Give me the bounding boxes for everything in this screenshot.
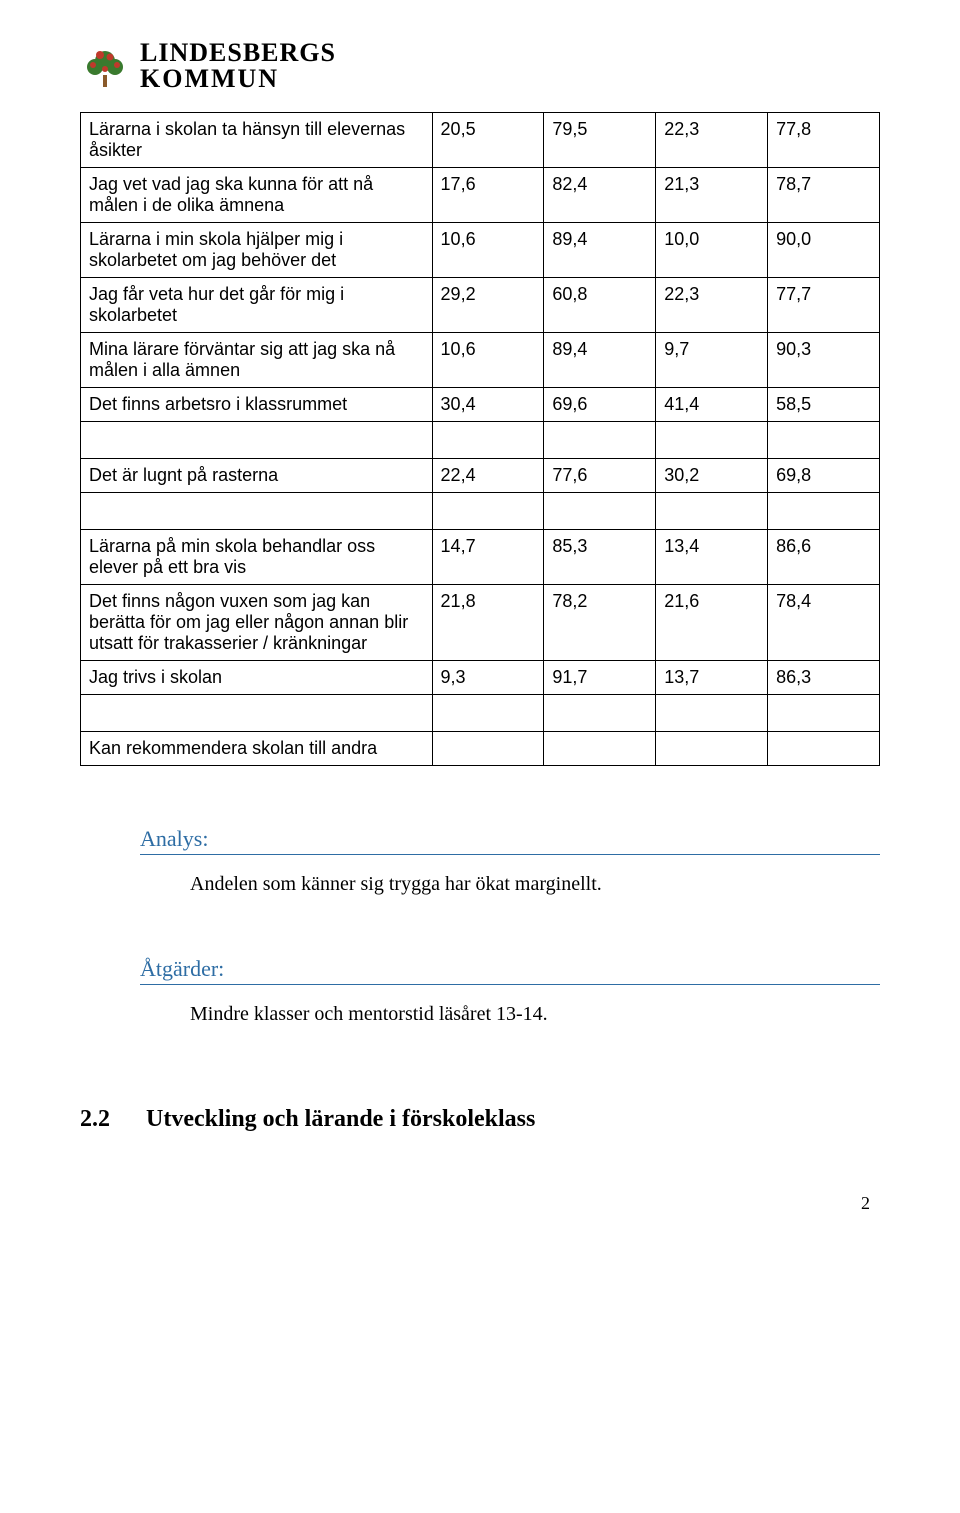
table-row: Jag trivs i skolan9,391,713,786,3 [81, 661, 880, 695]
row-value: 10,6 [432, 223, 544, 278]
row-value: 69,8 [768, 459, 880, 493]
row-value: 78,2 [544, 585, 656, 661]
table-row: Lärarna i skolan ta hänsyn till eleverna… [81, 113, 880, 168]
logo-text: LINDESBERGS KOMMUN [140, 40, 336, 92]
analysis-text: Andelen som känner sig trygga har ökat m… [190, 873, 880, 896]
table-row: Jag får veta hur det går för mig i skola… [81, 278, 880, 333]
spacer-row [81, 493, 880, 530]
row-label: Det finns någon vuxen som jag kan berätt… [81, 585, 433, 661]
row-value: 41,4 [656, 388, 768, 422]
row-value [544, 732, 656, 766]
page-number: 2 [80, 1193, 880, 1214]
row-label: Jag får veta hur det går för mig i skola… [81, 278, 433, 333]
next-section-title: Utveckling och lärande i förskoleklass [146, 1106, 535, 1132]
row-value [656, 732, 768, 766]
row-value: 58,5 [768, 388, 880, 422]
row-value: 78,4 [768, 585, 880, 661]
row-value: 22,3 [656, 278, 768, 333]
row-value: 13,7 [656, 661, 768, 695]
actions-text: Mindre klasser och mentorstid läsåret 13… [190, 1003, 880, 1026]
row-value: 91,7 [544, 661, 656, 695]
row-value: 82,4 [544, 168, 656, 223]
logo-line2: KOMMUN [140, 66, 336, 92]
row-value: 78,7 [768, 168, 880, 223]
row-value: 89,4 [544, 333, 656, 388]
row-value: 9,7 [656, 333, 768, 388]
logo-line1: LINDESBERGS [140, 40, 336, 66]
row-value: 22,3 [656, 113, 768, 168]
row-label: Det är lugnt på rasterna [81, 459, 433, 493]
row-label: Kan rekommendera skolan till andra [81, 732, 433, 766]
row-value: 10,6 [432, 333, 544, 388]
row-value: 14,7 [432, 530, 544, 585]
row-value: 22,4 [432, 459, 544, 493]
row-value [432, 732, 544, 766]
table-row: Jag vet vad jag ska kunna för att nå mål… [81, 168, 880, 223]
row-label: Mina lärare förväntar sig att jag ska nå… [81, 333, 433, 388]
row-label: Jag trivs i skolan [81, 661, 433, 695]
row-value: 21,6 [656, 585, 768, 661]
row-label: Jag vet vad jag ska kunna för att nå mål… [81, 168, 433, 223]
row-value: 77,6 [544, 459, 656, 493]
next-section: 2.2 Utveckling och lärande i förskolekla… [80, 1106, 880, 1133]
row-value: 13,4 [656, 530, 768, 585]
row-value: 9,3 [432, 661, 544, 695]
row-label: Lärarna på min skola behandlar oss eleve… [81, 530, 433, 585]
table-row: Lärarna på min skola behandlar oss eleve… [81, 530, 880, 585]
row-value: 85,3 [544, 530, 656, 585]
table-row: Lärarna i min skola hjälper mig i skolar… [81, 223, 880, 278]
row-value [768, 732, 880, 766]
row-value: 10,0 [656, 223, 768, 278]
table-row: Det är lugnt på rasterna22,477,630,269,8 [81, 459, 880, 493]
analysis-heading: Analys: [140, 826, 880, 855]
table-row: Kan rekommendera skolan till andra [81, 732, 880, 766]
row-value: 21,8 [432, 585, 544, 661]
row-value: 77,8 [768, 113, 880, 168]
spacer-row [81, 422, 880, 459]
actions-heading: Åtgärder: [140, 956, 880, 985]
row-value: 30,4 [432, 388, 544, 422]
spacer-row [81, 695, 880, 732]
row-value: 86,3 [768, 661, 880, 695]
row-value: 20,5 [432, 113, 544, 168]
table-row: Det finns någon vuxen som jag kan berätt… [81, 585, 880, 661]
row-value: 77,7 [768, 278, 880, 333]
row-value: 69,6 [544, 388, 656, 422]
row-value: 90,0 [768, 223, 880, 278]
next-section-number: 2.2 [80, 1106, 140, 1133]
row-value: 21,3 [656, 168, 768, 223]
table-row: Det finns arbetsro i klassrummet30,469,6… [81, 388, 880, 422]
table-row: Mina lärare förväntar sig att jag ska nå… [81, 333, 880, 388]
row-label: Lärarna i min skola hjälper mig i skolar… [81, 223, 433, 278]
row-value: 86,6 [768, 530, 880, 585]
logo: LINDESBERGS KOMMUN [80, 40, 880, 92]
survey-table: Lärarna i skolan ta hänsyn till eleverna… [80, 112, 880, 766]
row-value: 79,5 [544, 113, 656, 168]
row-value: 29,2 [432, 278, 544, 333]
row-value: 60,8 [544, 278, 656, 333]
row-label: Det finns arbetsro i klassrummet [81, 388, 433, 422]
row-value: 89,4 [544, 223, 656, 278]
row-value: 17,6 [432, 168, 544, 223]
row-label: Lärarna i skolan ta hänsyn till eleverna… [81, 113, 433, 168]
row-value: 30,2 [656, 459, 768, 493]
row-value: 90,3 [768, 333, 880, 388]
tree-icon [80, 41, 130, 91]
